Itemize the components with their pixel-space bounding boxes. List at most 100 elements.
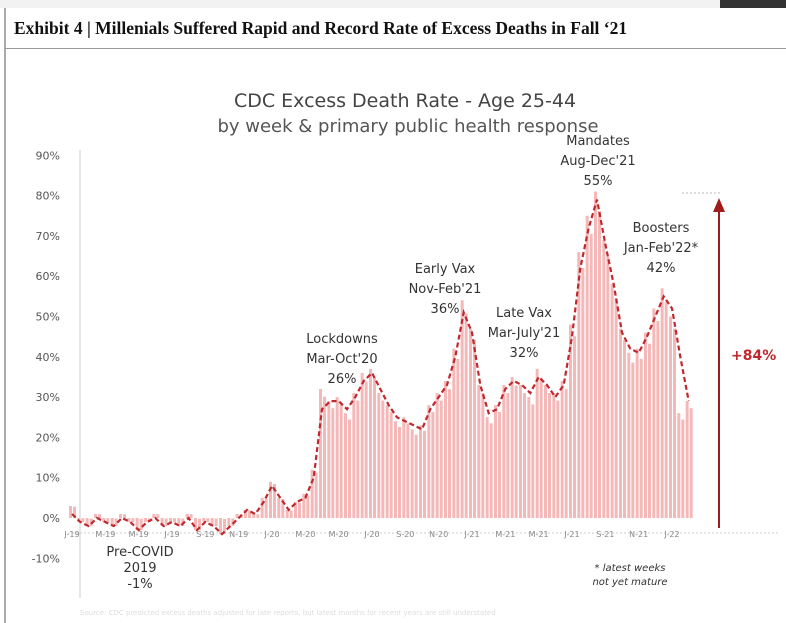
data-bar xyxy=(444,380,447,518)
data-bar xyxy=(514,385,518,518)
annotation-label: Early Vax xyxy=(415,262,476,277)
data-bar xyxy=(594,191,597,518)
data-bar xyxy=(298,502,301,518)
data-bar xyxy=(598,211,601,518)
data-bar xyxy=(385,405,389,518)
data-bar xyxy=(131,518,135,523)
data-bar xyxy=(110,518,114,527)
annotation-label: Mar-Oct'20 xyxy=(306,352,377,367)
data-bar xyxy=(527,397,531,518)
annotation-label: Jan-Feb'22* xyxy=(623,241,699,256)
data-bar xyxy=(573,336,576,518)
data-bar xyxy=(648,343,651,518)
data-bar xyxy=(302,493,306,518)
data-bar xyxy=(602,239,606,518)
data-bar xyxy=(323,396,326,518)
data-bar xyxy=(339,404,343,518)
chart-frame xyxy=(4,49,786,623)
data-bar xyxy=(406,423,410,518)
data-bar xyxy=(606,256,610,518)
chart-title: CDC Excess Death Rate - Age 25-44 xyxy=(234,90,576,112)
x-tick-label: J-19 xyxy=(163,530,179,539)
data-bar xyxy=(485,417,489,518)
data-bar xyxy=(173,518,176,523)
y-tick-label: 90% xyxy=(36,149,60,162)
data-bar xyxy=(494,405,497,518)
data-bar xyxy=(244,509,247,518)
y-tick-label: 50% xyxy=(36,311,60,324)
data-bar xyxy=(481,392,485,518)
data-bar xyxy=(398,427,401,518)
data-bar xyxy=(689,408,693,518)
data-bar xyxy=(506,392,510,518)
data-bar xyxy=(660,288,664,518)
exhibit-title: Exhibit 4 | Millenials Suffered Rapid an… xyxy=(14,18,628,38)
y-tick-label: 0% xyxy=(43,512,60,525)
annotation-label: Nov-Feb'21 xyxy=(409,282,482,297)
data-bar xyxy=(669,316,672,518)
data-bar xyxy=(489,423,493,518)
x-tick-label: M-21 xyxy=(495,530,515,539)
y-tick-label: 20% xyxy=(36,431,60,444)
annotation-label: 26% xyxy=(328,372,357,387)
y-tick-label: 60% xyxy=(36,270,60,283)
data-bar xyxy=(381,400,385,518)
data-bar xyxy=(194,518,197,531)
annotation-label: Lockdowns xyxy=(306,332,378,347)
data-bar xyxy=(473,339,476,518)
data-bar xyxy=(123,514,126,518)
data-bar xyxy=(431,411,435,518)
data-bar xyxy=(214,518,218,527)
data-bar xyxy=(198,518,201,531)
data-bar xyxy=(106,518,110,523)
data-bar xyxy=(360,372,364,518)
data-bar xyxy=(652,308,656,518)
data-bar xyxy=(98,514,101,518)
exhibit-header: Exhibit 4 | Millenials Suffered Rapid an… xyxy=(4,8,786,49)
data-bar xyxy=(285,509,289,518)
annotation-label: Aug-Dec'21 xyxy=(560,154,635,169)
data-bar xyxy=(206,518,210,523)
x-tick-label: S-21 xyxy=(596,530,614,539)
data-bar xyxy=(273,483,276,518)
data-bar xyxy=(335,397,339,518)
data-bar xyxy=(314,472,318,518)
y-tick-label: 70% xyxy=(36,230,60,243)
data-bar xyxy=(589,233,593,518)
data-bar xyxy=(160,518,164,527)
annotation-label: 32% xyxy=(510,346,539,361)
x-tick-label: J-22 xyxy=(663,530,679,539)
annotation-label: * latest weeks xyxy=(595,563,666,574)
data-bar xyxy=(127,518,131,523)
data-bar xyxy=(281,499,285,518)
data-bar xyxy=(539,377,543,518)
data-bar xyxy=(227,518,231,527)
data-bar xyxy=(556,400,560,518)
data-bar xyxy=(673,328,676,518)
x-tick-label: S-20 xyxy=(396,530,414,539)
data-bar xyxy=(456,358,460,518)
data-bar xyxy=(548,392,551,518)
data-bar xyxy=(169,518,172,523)
data-bar xyxy=(560,380,564,518)
data-bar xyxy=(344,413,347,518)
data-bar xyxy=(352,393,356,518)
annotation-label: 42% xyxy=(647,261,676,276)
x-tick-label: M-20 xyxy=(295,530,315,539)
y-tick-label: -10% xyxy=(32,552,60,565)
x-tick-label: J-20 xyxy=(363,530,379,539)
y-tick-label: 40% xyxy=(36,351,60,364)
data-bar xyxy=(585,215,589,518)
data-bar xyxy=(552,393,556,518)
annotation-label: Pre-COVID xyxy=(106,545,173,560)
data-bar xyxy=(531,404,535,518)
footnote: Source: CDC predicted excess deaths adju… xyxy=(80,609,496,617)
data-bar xyxy=(627,352,631,518)
annotation-label: not yet mature xyxy=(592,577,667,588)
data-bar xyxy=(264,499,268,518)
data-bar xyxy=(564,389,568,518)
data-bar xyxy=(377,393,381,518)
data-bar xyxy=(252,513,256,518)
data-bar xyxy=(523,392,526,518)
annotation-label: -1% xyxy=(127,577,152,592)
